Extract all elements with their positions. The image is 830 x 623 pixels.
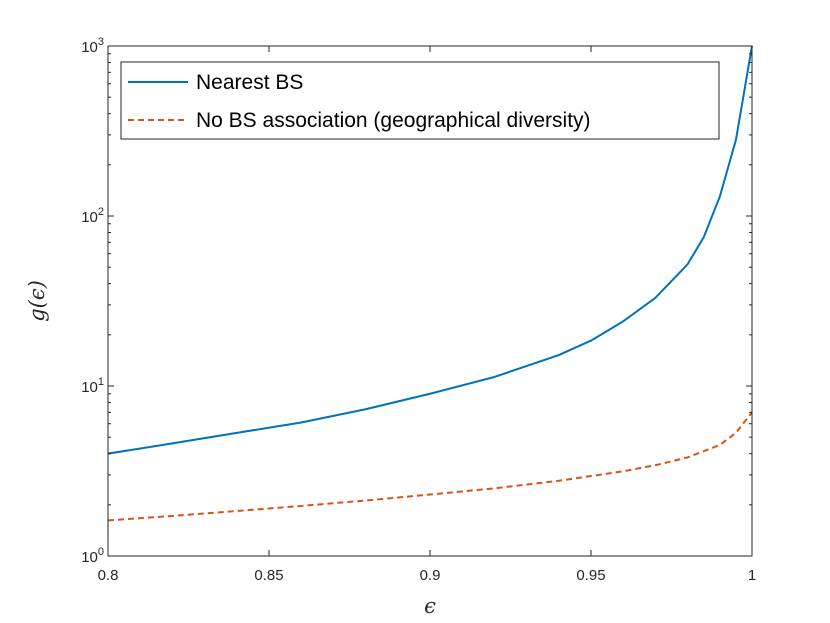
x-tick-label: 0.8	[98, 567, 119, 584]
y-axis-label: g(ϵ)	[25, 280, 49, 322]
y-tick-label: 101	[81, 376, 104, 396]
y-tick-label: 102	[81, 206, 104, 226]
x-tick-label: 0.85	[254, 567, 283, 584]
legend: Nearest BS No BS association (geographic…	[120, 61, 720, 140]
x-axis-label: ϵ	[424, 594, 436, 618]
x-tick-label: 0.9	[420, 567, 441, 584]
x-tick-label: 0.95	[576, 567, 605, 584]
legend-label-no-bs-association: No BS association (geographical diversit…	[196, 109, 591, 132]
series-line-1	[107, 411, 753, 522]
x-tick-label: 1	[748, 567, 756, 584]
legend-label-nearest-bs: Nearest BS	[196, 71, 303, 94]
y-tick-label: 100	[81, 546, 104, 566]
series-layer	[107, 45, 753, 522]
tick-layer: 0.8 0.85 0.9 0.95 1 100 101 102 103	[81, 36, 756, 584]
y-tick-label: 103	[81, 36, 104, 56]
legend-box	[120, 61, 720, 140]
series-line-0	[107, 45, 753, 455]
